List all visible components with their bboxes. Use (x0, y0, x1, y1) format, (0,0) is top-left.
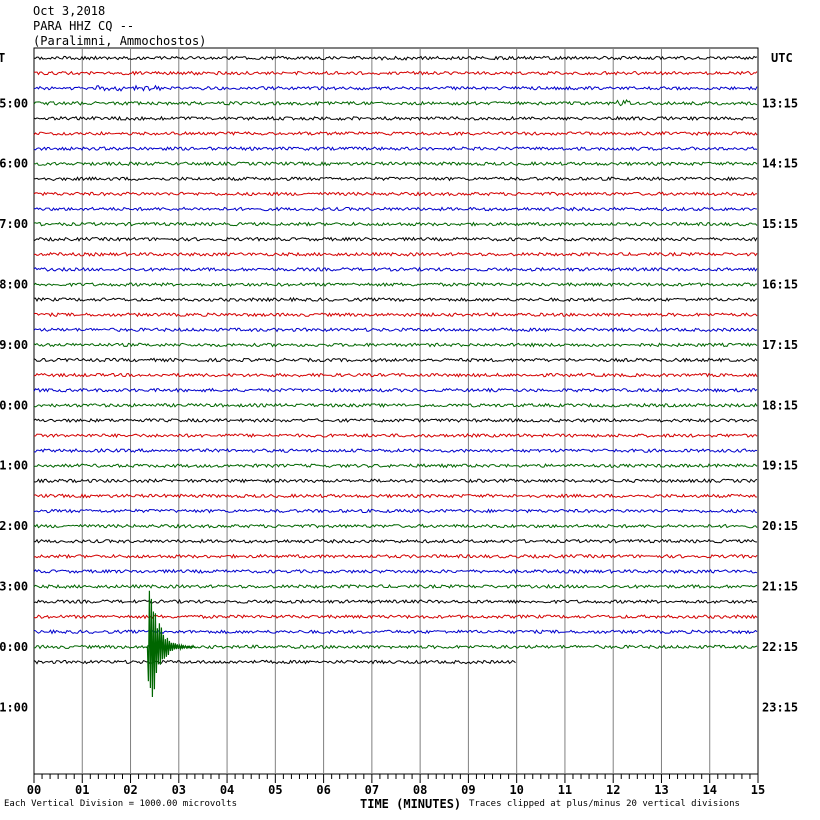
seismic-trace (33, 448, 758, 454)
axes: T UTC 15:00 16:00 17:00 18:00 19:00 20:00 21:00 2… (0, 51, 798, 797)
seismic-trace (33, 463, 758, 469)
seismic-trace (33, 342, 758, 348)
seismic-trace (33, 161, 758, 167)
seismic-trace (33, 357, 758, 363)
right-axis-label: UTC (771, 51, 793, 65)
header-station: PARA HHZ CQ -- (33, 19, 135, 33)
clip-note: Traces clipped at plus/minus 20 vertical… (469, 799, 740, 809)
seismic-trace (33, 206, 758, 212)
seismic-trace (33, 55, 758, 61)
seismic-trace (33, 84, 758, 92)
seismic-trace (33, 659, 516, 665)
x-tick-label: 01 (75, 783, 89, 797)
x-tick-label: 02 (123, 783, 137, 797)
right-hour-label: 20:15 (762, 519, 798, 533)
x-tick-label: 00 (27, 783, 41, 797)
left-hour-label: 16:00 (0, 157, 28, 171)
seismic-trace (33, 387, 758, 393)
x-tick-label: 07 (365, 783, 379, 797)
x-tick-label: 13 (654, 783, 668, 797)
right-hour-label: 19:15 (762, 459, 798, 473)
left-hour-label: 01:00 (0, 700, 28, 714)
right-hour-label: 13:15 (762, 96, 798, 110)
x-tick-label: 10 (509, 783, 523, 797)
x-tick-label: 15 (751, 783, 765, 797)
header-date: Oct 3,2018 (33, 4, 106, 18)
left-hour-label: 23:00 (0, 580, 28, 594)
x-tick-label: 11 (558, 783, 572, 797)
right-hour-label: 22:15 (762, 640, 798, 654)
earthquake-signal (146, 590, 196, 698)
seismic-trace (33, 99, 758, 107)
seismic-trace (33, 432, 758, 439)
seismic-trace (33, 266, 758, 272)
seismic-trace (33, 508, 758, 514)
right-hour-label: 18:15 (762, 398, 798, 412)
right-hour-label: 21:15 (762, 580, 798, 594)
seismic-trace (33, 568, 758, 574)
left-hour-label: 19:00 (0, 338, 28, 352)
seismic-trace (33, 281, 757, 288)
seismic-trace (33, 176, 758, 182)
seismic-trace (33, 115, 758, 121)
seismic-trace (33, 70, 758, 76)
right-hour-label: 16:15 (762, 278, 798, 292)
seismic-trace (33, 146, 758, 152)
seismic-trace (33, 644, 758, 650)
seismic-trace (33, 191, 758, 197)
seismic-trace (33, 130, 758, 137)
x-tick-label: 12 (606, 783, 620, 797)
x-tick-label: 14 (703, 783, 717, 797)
left-hour-label: 00:00 (0, 640, 28, 654)
seismic-trace (33, 478, 758, 484)
seismic-trace (33, 583, 758, 590)
seismic-trace (33, 312, 758, 318)
x-tick-label: 08 (413, 783, 427, 797)
x-tick-label: 04 (220, 783, 234, 797)
seismic-trace (33, 523, 758, 529)
x-tick-label: 06 (316, 783, 330, 797)
x-tick-label: 05 (268, 783, 282, 797)
seismic-trace (33, 251, 758, 257)
seismic-trace (33, 327, 758, 333)
seismic-trace (33, 236, 758, 242)
right-hour-label: 14:15 (762, 157, 798, 171)
traces (33, 55, 758, 698)
seismic-trace (33, 493, 758, 499)
left-hour-label: 18:00 (0, 278, 28, 292)
seismic-trace (33, 598, 758, 605)
left-hour-label: 21:00 (0, 459, 28, 473)
seismic-trace (33, 296, 758, 303)
seismic-trace (34, 372, 758, 378)
left-hour-label: 20:00 (0, 398, 28, 412)
grid (33, 47, 759, 775)
seismic-trace (33, 417, 758, 423)
left-hour-label: 22:00 (0, 519, 28, 533)
x-tick-label: 03 (172, 783, 186, 797)
seismic-trace (33, 629, 758, 635)
seismic-trace (33, 221, 758, 227)
left-axis-label: T (0, 51, 5, 65)
x-tick-label: 09 (461, 783, 475, 797)
seismic-trace (33, 614, 758, 620)
left-hour-label: 17:00 (0, 217, 28, 231)
header-location: (Paralimni, Ammochostos) (33, 34, 207, 48)
seismic-trace (33, 538, 758, 544)
left-hour-label: 15:00 (0, 96, 28, 110)
right-hour-label: 23:15 (762, 700, 798, 714)
scale-note: Each Vertical Division = 1000.00 microvo… (4, 799, 237, 809)
right-hour-label: 15:15 (762, 217, 798, 231)
seismic-trace (33, 402, 758, 409)
right-hour-label: 17:15 (762, 338, 798, 352)
seismic-trace (33, 553, 758, 559)
plot-frame (33, 47, 759, 775)
x-axis-title: TIME (MINUTES) (360, 797, 462, 811)
